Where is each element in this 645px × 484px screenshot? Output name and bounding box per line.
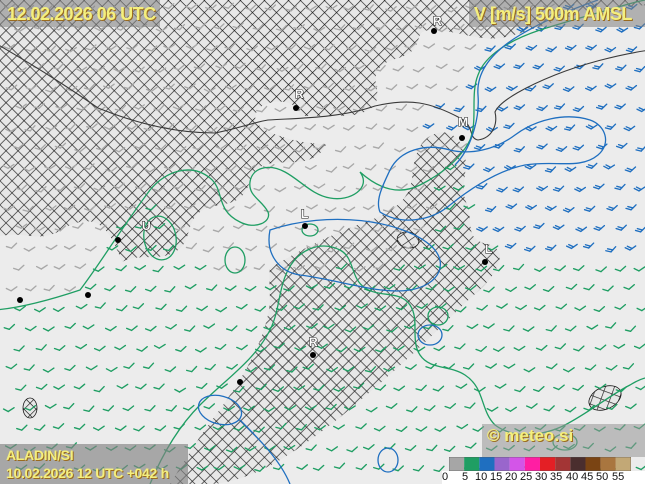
svg-text:R: R bbox=[309, 335, 318, 349]
svg-text:R: R bbox=[295, 87, 304, 101]
svg-text:R: R bbox=[433, 14, 442, 28]
svg-text:U: U bbox=[142, 219, 151, 233]
svg-text:L: L bbox=[301, 207, 308, 221]
svg-text:M: M bbox=[458, 115, 468, 129]
svg-text:L: L bbox=[485, 242, 492, 256]
